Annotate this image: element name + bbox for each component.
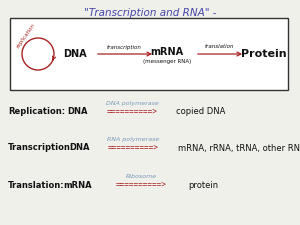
Text: mRNA: mRNA xyxy=(150,47,184,57)
Text: mRNA: mRNA xyxy=(64,180,92,189)
Text: DNA: DNA xyxy=(68,108,88,117)
Text: mRNA, rRNA, tRNA, other RNA: mRNA, rRNA, tRNA, other RNA xyxy=(178,144,300,153)
Text: translation: translation xyxy=(204,45,234,50)
Text: Translation:: Translation: xyxy=(8,180,64,189)
Text: transcription: transcription xyxy=(106,45,141,50)
Text: ==========>: ==========> xyxy=(107,108,158,117)
Text: Ribosome: Ribosome xyxy=(125,175,157,180)
Text: copied DNA: copied DNA xyxy=(176,108,225,117)
FancyBboxPatch shape xyxy=(10,18,288,90)
Text: Transcription:: Transcription: xyxy=(8,144,74,153)
Text: (messenger RNA): (messenger RNA) xyxy=(143,59,191,65)
Text: replication: replication xyxy=(16,23,36,49)
Text: ==========>: ==========> xyxy=(116,180,166,189)
Text: DNA: DNA xyxy=(70,144,90,153)
Text: "Transcription and RNA" -: "Transcription and RNA" - xyxy=(84,8,216,18)
Text: protein: protein xyxy=(188,180,218,189)
Text: DNA: DNA xyxy=(63,49,87,59)
Text: Protein: Protein xyxy=(241,49,287,59)
Text: DNA polymerase: DNA polymerase xyxy=(106,101,159,106)
Text: RNA polymerase: RNA polymerase xyxy=(107,137,160,142)
Text: Replication:: Replication: xyxy=(8,108,65,117)
Text: ==========>: ==========> xyxy=(108,144,159,153)
